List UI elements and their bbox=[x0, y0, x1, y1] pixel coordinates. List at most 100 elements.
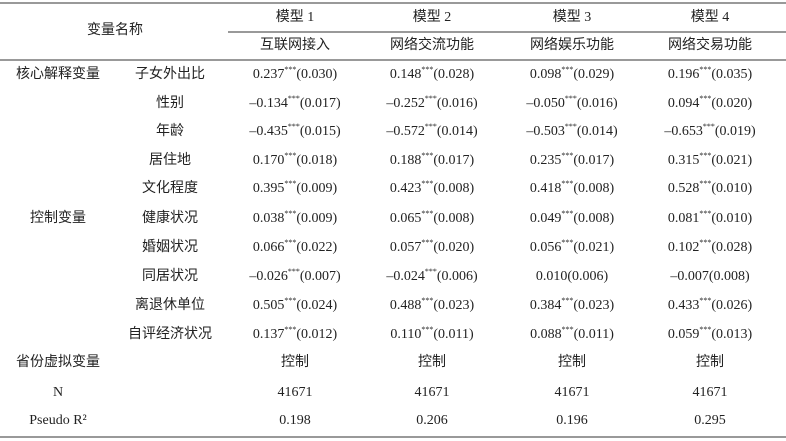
std-error: (0.010) bbox=[711, 211, 752, 226]
variable-name: 子女外出比 bbox=[135, 65, 205, 82]
stars: *** bbox=[425, 267, 437, 276]
cell: 0.384***(0.023) bbox=[530, 296, 615, 313]
cell: 0.137***(0.012) bbox=[253, 325, 338, 342]
coef: 0.148 bbox=[390, 67, 422, 82]
cell: 控制 bbox=[696, 354, 724, 370]
stars: *** bbox=[421, 179, 433, 188]
stars: *** bbox=[562, 325, 574, 334]
function-header: 网络娱乐功能 bbox=[530, 37, 614, 53]
cell: 0.196 bbox=[556, 413, 588, 428]
cell: 0.170***(0.018) bbox=[253, 151, 338, 168]
cell: –0.050***(0.016) bbox=[525, 94, 618, 111]
variable-name: 健康状况 bbox=[142, 209, 198, 226]
coef: –0.134 bbox=[248, 96, 288, 111]
cell: 0.056***(0.021) bbox=[530, 238, 615, 255]
cell: 0.528***(0.010) bbox=[668, 179, 753, 196]
cell: 0.423***(0.008) bbox=[390, 179, 475, 196]
stars: *** bbox=[284, 209, 296, 218]
stars: *** bbox=[288, 267, 300, 276]
cell: 0.418***(0.008) bbox=[530, 179, 615, 196]
std-error: (0.008) bbox=[433, 211, 474, 226]
header-title: 变量名称 bbox=[87, 22, 143, 38]
cell: –0.024***(0.006) bbox=[385, 267, 478, 284]
std-error: (0.021) bbox=[711, 153, 752, 168]
coef: –0.050 bbox=[525, 96, 565, 111]
std-error: (0.012) bbox=[296, 327, 337, 342]
coef: 0.088 bbox=[530, 327, 562, 342]
std-error: (0.020) bbox=[433, 240, 474, 255]
stars: *** bbox=[699, 94, 711, 103]
stars: *** bbox=[699, 65, 711, 74]
std-error: (0.011) bbox=[433, 327, 474, 342]
cell: 0.038***(0.009) bbox=[253, 209, 338, 226]
cell: 控制 bbox=[558, 354, 586, 370]
coef: 0.010 bbox=[536, 269, 568, 284]
group-label: 省份虚拟变量 bbox=[16, 354, 100, 370]
stars: *** bbox=[565, 94, 577, 103]
stars: *** bbox=[703, 122, 715, 131]
std-error: (0.020) bbox=[711, 96, 752, 111]
coef: 0.038 bbox=[253, 211, 285, 226]
coef: –0.572 bbox=[385, 124, 425, 139]
coef: 0.137 bbox=[253, 327, 285, 342]
std-error: (0.017) bbox=[300, 96, 341, 111]
cell: –0.572***(0.014) bbox=[385, 122, 478, 139]
coef: 0.065 bbox=[390, 211, 422, 226]
coef: 0.110 bbox=[390, 327, 421, 342]
stars: *** bbox=[699, 296, 711, 305]
coef: 0.235 bbox=[530, 153, 562, 168]
stars: *** bbox=[425, 122, 437, 131]
variable-name: 文化程度 bbox=[142, 180, 198, 196]
cell: 0.237***(0.030) bbox=[253, 65, 338, 82]
cell: 0.010(0.006) bbox=[536, 269, 609, 284]
coef: 0.056 bbox=[530, 240, 562, 255]
std-error: (0.014) bbox=[437, 124, 478, 139]
std-error: (0.029) bbox=[573, 67, 614, 82]
stars: *** bbox=[421, 209, 433, 218]
coef: 0.098 bbox=[530, 67, 562, 82]
function-header: 互联网接入 bbox=[260, 36, 330, 53]
cell: –0.252***(0.016) bbox=[385, 94, 478, 111]
variable-name: 同居状况 bbox=[142, 268, 198, 284]
coef: –0.007 bbox=[669, 269, 709, 284]
std-error: (0.023) bbox=[573, 298, 614, 313]
cell: –0.653***(0.019) bbox=[663, 122, 756, 139]
group-label: 核心解释变量 bbox=[16, 66, 100, 82]
std-error: (0.017) bbox=[433, 153, 474, 168]
std-error: (0.011) bbox=[574, 327, 615, 342]
variable-name: 年龄 bbox=[156, 123, 184, 139]
cell: 0.110***(0.011) bbox=[390, 325, 474, 342]
std-error: (0.026) bbox=[711, 298, 752, 313]
std-error: (0.022) bbox=[296, 240, 337, 255]
std-error: (0.023) bbox=[433, 298, 474, 313]
stars: *** bbox=[425, 94, 437, 103]
cell: 0.088***(0.011) bbox=[530, 325, 614, 342]
group-label: N bbox=[53, 385, 63, 400]
coef: 0.094 bbox=[668, 96, 700, 111]
coef: 0.433 bbox=[668, 298, 700, 313]
cell: 0.188***(0.017) bbox=[390, 151, 475, 168]
coef: 0.102 bbox=[668, 240, 700, 255]
variable-name: 性别 bbox=[156, 95, 184, 111]
model-header: 模型 3 bbox=[553, 9, 592, 25]
cell: 41671 bbox=[555, 385, 590, 400]
stars: *** bbox=[561, 65, 573, 74]
coef: 0.049 bbox=[530, 211, 562, 226]
cell: 控制 bbox=[418, 354, 446, 370]
coef: 0.315 bbox=[668, 153, 700, 168]
coef: 0.170 bbox=[253, 153, 285, 168]
cell: 0.235***(0.017) bbox=[530, 151, 615, 168]
stars: *** bbox=[421, 65, 433, 74]
cell: 0.059***(0.013) bbox=[668, 325, 753, 342]
stars: *** bbox=[284, 179, 296, 188]
stars: *** bbox=[561, 296, 573, 305]
stars: *** bbox=[699, 151, 711, 160]
coef: 0.059 bbox=[668, 327, 700, 342]
std-error: (0.024) bbox=[296, 298, 337, 313]
coef: –0.024 bbox=[385, 269, 425, 284]
function-header: 网络交易功能 bbox=[668, 36, 752, 53]
std-error: (0.035) bbox=[711, 67, 752, 82]
cell: 41671 bbox=[415, 385, 450, 400]
std-error: (0.010) bbox=[711, 181, 752, 196]
